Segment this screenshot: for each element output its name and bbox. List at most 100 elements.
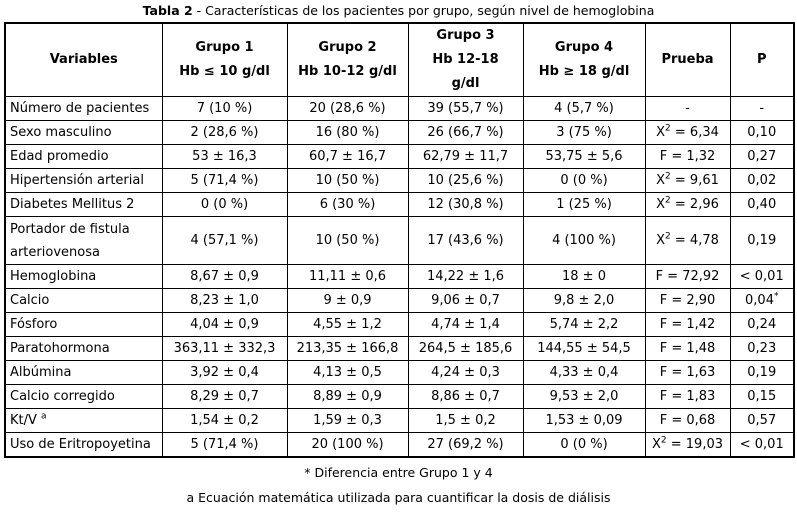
column-header-line: Variables [49,52,118,67]
cell-value: 144,55 ± 54,5 [522,336,646,361]
cell-value: 0,40 [729,192,795,217]
cell-value: 11,11 ± 0,6 [286,264,409,289]
cell-variable: Calcio corregido [4,384,163,409]
cell-value: 8,29 ± 0,7 [161,384,288,409]
cell-value: 1 (25 %) [522,192,646,217]
cell-value: 1,54 ± 0,2 [161,408,288,433]
cell-value: F = 1,63 [644,360,731,385]
cell-value: 53 ± 16,3 [161,144,288,169]
footnote-a: a Ecuación matemática utilizada para cua… [186,490,611,505]
cell-variable: Hipertensión arterial [4,168,163,193]
cell-value: X2 = 9,61 [644,168,731,193]
cell-value: 363,11 ± 332,3 [161,336,288,361]
cell-value: 0,23 [729,336,795,361]
cell-variable: Hemoglobina [4,264,163,289]
cell-value: 4,33 ± 0,4 [522,360,646,385]
cell-value: 5 (71,4 %) [161,432,288,458]
table-row: Hemoglobina 8,67 ± 0,9 11,11 ± 0,6 14,22 ± … [4,264,795,289]
cell-value: F = 1,32 [644,144,731,169]
cell-value: - [644,96,731,121]
superscript: a [41,411,47,422]
cell-value: 8,23 ± 1,0 [161,288,288,313]
cell-value: 0,02 [729,168,795,193]
column-header-line: Hb 12-18 [432,52,499,67]
cell-value: 4,74 ± 1,4 [407,312,524,337]
cell-variable: Albúmina [4,360,163,385]
cell-value: 14,22 ± 1,6 [407,264,524,289]
cell-value: X2 = 19,03 [644,432,731,458]
table-row: Calcio 8,23 ± 1,0 9 ± 0,9 9,06 ± 0,7 9,8 ± 2… [4,288,795,313]
table-body: Número de pacientes 7 (10 %) 20 (28,6 %) 39… [4,96,795,458]
cell-value: 53,75 ± 5,6 [522,144,646,169]
cell-value: F = 1,42 [644,312,731,337]
cell-value: X2 = 2,96 [644,192,731,217]
cell-value: 17 (43,6 %) [407,216,524,265]
cell-variable: Uso de Eritropoyetina [4,432,163,458]
cell-value: 264,5 ± 185,6 [407,336,524,361]
cell-value: 0,57 [729,408,795,433]
cell-value: 4 (5,7 %) [522,96,646,121]
cell-value: 0,10 [729,120,795,145]
cell-value: F = 1,48 [644,336,731,361]
superscript: 2 [665,123,671,134]
superscript: 2 [665,231,671,242]
column-header-prueba: Prueba [644,22,731,97]
column-header-line: P [756,52,767,67]
cell-value: 2 (28,6 %) [161,120,288,145]
table-title-label: Tabla 2 [142,3,193,18]
cell-variable: Paratohormona [4,336,163,361]
table-row: Fósforo 4,04 ± 0,9 4,55 ± 1,2 4,74 ± 1,4 5,7… [4,312,795,337]
cell-value: - [729,96,795,121]
cell-value: 8,86 ± 0,7 [407,384,524,409]
cell-value: 3,92 ± 0,4 [161,360,288,385]
cell-variable: Diabetes Mellitus 2 [4,192,163,217]
cell-value: 20 (100 %) [286,432,409,458]
cell-variable: Edad promedio [4,144,163,169]
cell-value: 4 (57,1 %) [161,216,288,265]
cell-value: < 0,01 [729,264,795,289]
superscript: 2 [665,195,671,206]
cell-value: 27 (69,2 %) [407,432,524,458]
table-row: Portador de fistula arteriovenosa 4 (57,1… [4,216,795,265]
cell-value: X2 = 4,78 [644,216,731,265]
cell-variable: Portador de fistula arteriovenosa [4,216,163,265]
cell-value: 9,06 ± 0,7 [407,288,524,313]
column-header-grupo-3: Grupo 3 Hb 12-18 g/dl [407,22,524,97]
cell-value: 0,15 [729,384,795,409]
cell-value: 20 (28,6 %) [286,96,409,121]
cell-variable: Calcio [4,288,163,313]
cell-value: 9,8 ± 2,0 [522,288,646,313]
column-header-p: P [729,22,795,97]
cell-value: 10 (50 %) [286,168,409,193]
cell-value: 0 (0 %) [161,192,288,217]
cell-value: 4,24 ± 0,3 [407,360,524,385]
column-header-line: Hb ≥ 18 g/dl [538,64,630,79]
footnote-asterisk: * Diferencia entre Grupo 1 y 4 [304,465,493,480]
column-header-variables: Variables [4,22,163,97]
cell-value: 39 (55,7 %) [407,96,524,121]
cell-value: F = 1,83 [644,384,731,409]
cell-value: 0,04* [729,288,795,313]
cell-value: 5,74 ± 2,2 [522,312,646,337]
cell-value: 4,04 ± 0,9 [161,312,288,337]
cell-value: 8,67 ± 0,9 [161,264,288,289]
cell-value: 9,53 ± 2,0 [522,384,646,409]
cell-value: 62,79 ± 11,7 [407,144,524,169]
column-header-line: Prueba [661,52,714,67]
cell-value: < 0,01 [729,432,795,458]
superscript: 2 [665,171,671,182]
cell-value: 5 (71,4 %) [161,168,288,193]
cell-value: X2 = 6,34 [644,120,731,145]
cell-value: 26 (66,7 %) [407,120,524,145]
table-row: Sexo masculino 2 (28,6 %) 16 (80 %) 26 (66,… [4,120,795,145]
table-title-text: - Características de los pacientes por g… [192,3,655,18]
cell-value: 18 ± 0 [522,264,646,289]
cell-value: 0 (0 %) [522,432,646,458]
cell-value: 4,13 ± 0,5 [286,360,409,385]
cell-value: 6 (30 %) [286,192,409,217]
superscript: 2 [660,435,667,446]
cell-value: 1,5 ± 0,2 [407,408,524,433]
table-title: Tabla 2 - Características de los pacient… [4,1,793,21]
